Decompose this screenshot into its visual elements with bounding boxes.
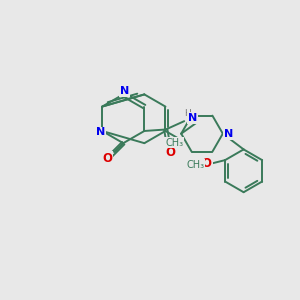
- Text: O: O: [165, 146, 175, 159]
- Text: N: N: [96, 128, 105, 137]
- Text: CH₃: CH₃: [186, 160, 204, 170]
- Text: CH₃: CH₃: [165, 138, 183, 148]
- Text: O: O: [102, 152, 112, 165]
- Text: N: N: [224, 129, 233, 139]
- Text: O: O: [202, 158, 212, 170]
- Text: N: N: [120, 86, 129, 96]
- Text: N: N: [188, 113, 197, 123]
- Text: H: H: [184, 109, 191, 118]
